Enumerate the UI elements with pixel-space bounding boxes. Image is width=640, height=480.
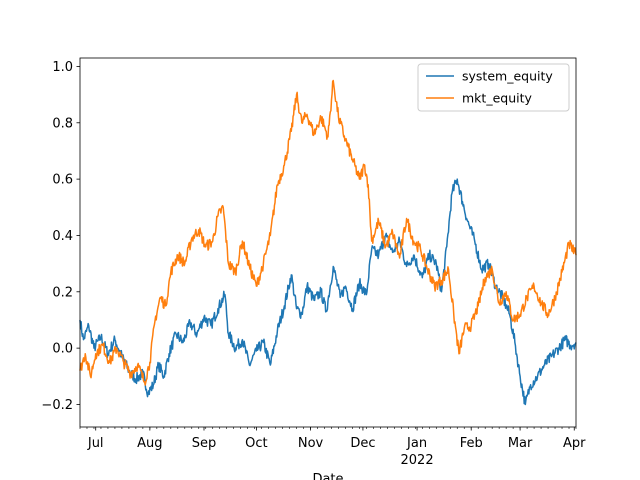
x-tick-label: Apr <box>563 436 586 451</box>
x-tick-label: Feb <box>460 436 483 451</box>
y-tick-label: 0.0 <box>52 342 73 357</box>
x-axis-label: Date <box>312 472 343 480</box>
axes-layer: −0.2 0.0 0.2 0.4 0.6 0.8 1.0 Jul Aug Sep Oct Nov Dec… <box>41 57 586 468</box>
y-tick-label: 0.2 <box>52 285 73 300</box>
x-tick-label: Jan <box>406 436 427 451</box>
plot-area <box>80 58 576 427</box>
x-tick-label: Sep <box>192 436 217 451</box>
plot-frame <box>79 57 577 428</box>
x-tick-year-label: 2022 <box>401 453 434 468</box>
x-tick-label: Oct <box>245 436 267 451</box>
legend-label-mkt-equity: mkt_equity <box>462 91 532 106</box>
y-tick-label: 1.0 <box>52 60 73 75</box>
legend: system_equity mkt_equity <box>417 63 570 112</box>
y-tick-label: 0.4 <box>52 229 73 244</box>
x-tick-label: Jul <box>87 436 104 451</box>
y-tick-label: 0.8 <box>52 116 73 131</box>
legend-box <box>417 63 570 112</box>
x-tick-label: Aug <box>137 436 162 451</box>
series-line-mkt-equity <box>79 79 577 386</box>
x-tick-label: Nov <box>298 436 324 451</box>
x-tick-label: Dec <box>350 436 375 451</box>
legend-label-system-equity: system_equity <box>462 69 553 84</box>
series-layer <box>79 79 577 406</box>
x-tick-label: Mar <box>508 436 533 451</box>
y-tick-label: 0.6 <box>52 173 73 188</box>
y-tick-label: −0.2 <box>41 398 73 413</box>
